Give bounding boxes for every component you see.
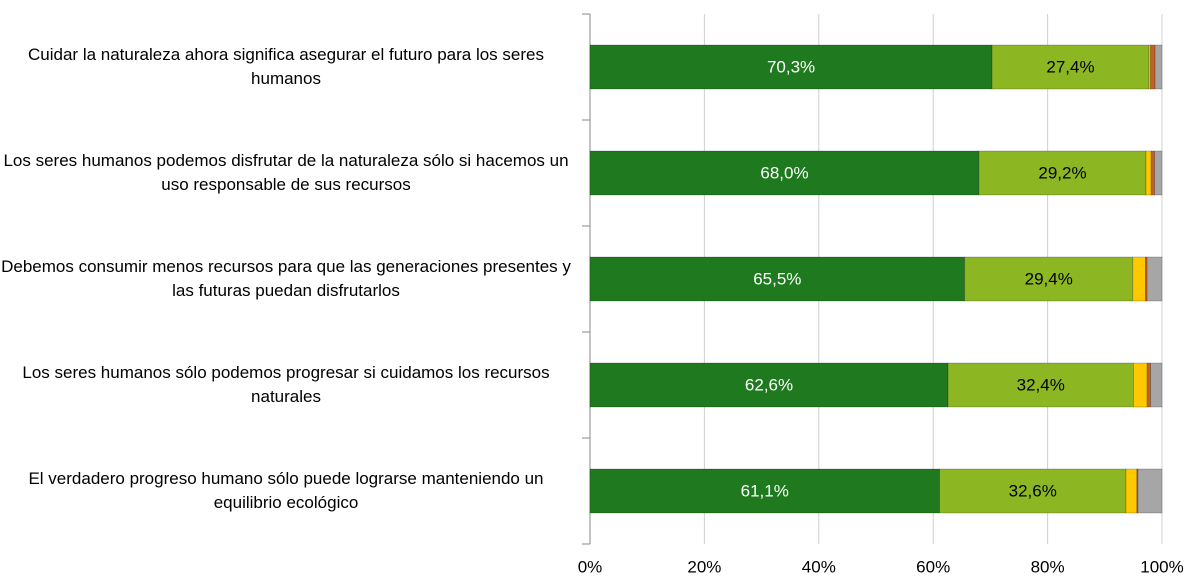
bar-segment bbox=[991, 44, 1150, 90]
bar-segment bbox=[1133, 362, 1148, 408]
x-tick-label: 80% bbox=[1031, 557, 1065, 576]
bar-segment bbox=[1146, 362, 1151, 408]
bar-segment bbox=[1154, 150, 1163, 196]
bar-segment bbox=[1148, 44, 1151, 90]
bar-segment bbox=[1145, 256, 1148, 302]
bar-segment bbox=[947, 362, 1134, 408]
bar-segment bbox=[1150, 44, 1156, 90]
value-label: 61,1% bbox=[741, 481, 789, 500]
x-tick-label: 60% bbox=[916, 557, 950, 576]
x-tick-label: 0% bbox=[578, 557, 603, 576]
bar-segment bbox=[589, 256, 966, 302]
bar-segment bbox=[1150, 150, 1155, 196]
value-label: 70,3% bbox=[767, 57, 815, 76]
category-label: El verdadero progreso humano sólo puede … bbox=[28, 469, 544, 512]
bar-segment bbox=[964, 256, 1134, 302]
bar-segment bbox=[1132, 256, 1146, 302]
category-label: Los seres humanos sólo podemos progresar… bbox=[22, 363, 550, 406]
bar-segment bbox=[1150, 362, 1163, 408]
value-label: 29,4% bbox=[1025, 269, 1073, 288]
category-label: Los seres humanos podemos disfrutar de l… bbox=[3, 151, 569, 194]
value-label: 29,2% bbox=[1038, 163, 1086, 182]
bar-segment bbox=[589, 44, 993, 90]
x-tick-label: 100% bbox=[1140, 557, 1183, 576]
value-label: 68,0% bbox=[760, 163, 808, 182]
bar-segment bbox=[1154, 44, 1163, 90]
category-label: Debemos consumir menos recursos para que… bbox=[1, 257, 571, 300]
bar-segment bbox=[589, 468, 940, 514]
bar-segment bbox=[1137, 468, 1163, 514]
x-tick-label: 40% bbox=[802, 557, 836, 576]
bar-segment bbox=[589, 150, 980, 196]
value-label: 27,4% bbox=[1046, 57, 1094, 76]
bar-segment bbox=[589, 362, 949, 408]
category-label: Cuidar la naturaleza ahora significa ase… bbox=[28, 45, 544, 88]
bar-segment bbox=[1145, 150, 1152, 196]
value-label: 65,5% bbox=[753, 269, 801, 288]
bar-segment bbox=[1146, 256, 1163, 302]
bar-segment bbox=[1125, 468, 1138, 514]
value-label: 62,6% bbox=[745, 375, 793, 394]
x-tick-label: 20% bbox=[687, 557, 721, 576]
value-label: 32,4% bbox=[1017, 375, 1065, 394]
value-label: 32,6% bbox=[1009, 481, 1057, 500]
